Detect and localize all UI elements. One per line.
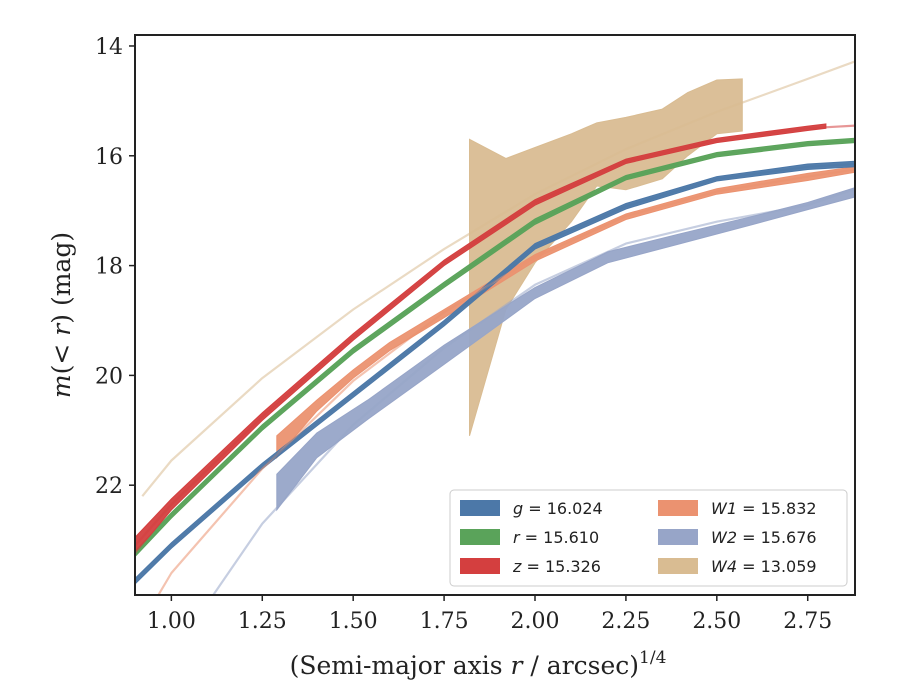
x-axis-label: (Semi-major axis r / arcsec)1/4	[290, 648, 667, 680]
y-tick-label: 18	[95, 255, 123, 280]
y-tick-label: 14	[95, 35, 123, 60]
model-line-w4	[141, 60, 855, 497]
x-tick-label: 2.50	[692, 609, 741, 634]
legend-swatch-z	[460, 558, 500, 574]
y-tick-label: 16	[95, 145, 123, 170]
y-axis-ticks: 14 16 18 20 22	[95, 35, 135, 499]
legend-swatch-w1	[658, 500, 698, 516]
plot-frame	[134, 34, 856, 596]
legend-swatch-g	[460, 500, 500, 516]
model-curves	[135, 60, 855, 595]
x-tick-label: 1.00	[147, 609, 196, 634]
legend-label-w4: W4 = 13.059	[711, 557, 817, 576]
y-tick-label: 22	[95, 474, 123, 499]
model-line-r	[135, 139, 855, 555]
x-tick-label: 1.25	[238, 609, 287, 634]
model-line-w2	[211, 187, 855, 595]
model-line-z	[135, 124, 855, 547]
x-tick-label: 2.75	[783, 609, 832, 634]
band-w1	[276, 166, 855, 460]
legend-swatch-w4	[658, 558, 698, 574]
band-g	[135, 160, 855, 585]
legend-swatch-r	[460, 529, 500, 545]
legend-label-g: g = 16.024	[513, 499, 603, 518]
legend-box	[449, 489, 848, 587]
x-tick-label: 1.75	[420, 609, 469, 634]
legend-label-r: r = 15.610	[513, 528, 599, 547]
x-axis-ticks: 1.00 1.25 1.50 1.75 2.00 2.25 2.50 2.75	[147, 595, 832, 634]
x-tick-label: 1.50	[329, 609, 378, 634]
y-tick-label: 20	[95, 364, 123, 389]
legend-swatch-w2	[658, 529, 698, 545]
x-tick-label: 2.25	[601, 609, 650, 634]
model-line-g	[135, 162, 855, 583]
legend-label-w1: W1 = 15.832	[711, 499, 817, 518]
legend-label-w2: W2 = 15.676	[711, 528, 817, 547]
x-tick-label: 2.00	[511, 609, 560, 634]
y-axis-label: m(< r) (mag)	[47, 232, 76, 398]
legend-label-z: z = 15.326	[512, 557, 601, 576]
band-r	[135, 137, 855, 558]
legend: g = 16.024 r = 15.610 z = 15.326 W1 = 15.83…	[449, 489, 848, 587]
